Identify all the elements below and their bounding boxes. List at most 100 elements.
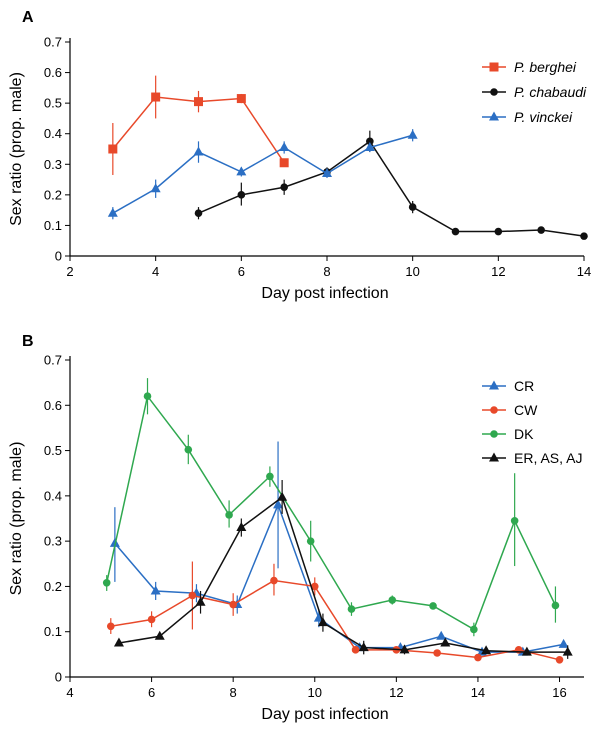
data-point [580, 232, 588, 240]
legend-label: P. berghei [514, 59, 577, 75]
y-tick-label: 0.1 [44, 218, 62, 233]
data-point [429, 602, 437, 610]
y-tick-label: 0.3 [44, 157, 62, 172]
y-tick-label: 0.6 [44, 398, 62, 413]
series-line [198, 140, 585, 237]
series-line [114, 502, 564, 653]
legend-marker [489, 111, 499, 121]
data-point [407, 129, 418, 139]
data-point [150, 183, 161, 193]
data-point [562, 646, 573, 656]
legend-item: P. chabaudi [482, 84, 587, 100]
x-tick-label: 10 [405, 264, 419, 279]
data-point [107, 207, 118, 217]
y-tick-label: 0 [55, 670, 62, 685]
legend-label: ER, AS, AJ [514, 450, 582, 466]
data-point [408, 203, 417, 211]
legend-label: P. chabaudi [514, 84, 587, 100]
y-tick-label: 0.4 [44, 488, 62, 503]
legend: P. berghei P. chabaudi P. vinckei [482, 59, 587, 125]
legend-item: CR [482, 378, 534, 394]
data-point [388, 596, 397, 604]
legend-label: P. vinckei [514, 109, 573, 125]
data-point [510, 516, 519, 525]
data-point [194, 209, 203, 217]
x-tick-label: 16 [552, 685, 566, 700]
data-point [440, 637, 451, 647]
data-point [229, 600, 237, 609]
data-point [237, 191, 246, 199]
panel-label: A [22, 9, 34, 26]
x-axis-title: Day post infection [261, 285, 388, 302]
data-point [280, 183, 288, 192]
x-tick-label: 10 [308, 685, 322, 700]
legend-label: CW [514, 402, 538, 418]
x-tick-label: 14 [471, 685, 485, 700]
data-point [270, 576, 278, 585]
data-point [184, 445, 193, 454]
y-axis-title: Sex ratio (prop. male) [8, 72, 25, 226]
x-axis-title: Day post infection [261, 706, 388, 723]
data-point [558, 638, 569, 648]
series-dk [102, 378, 560, 637]
data-point [108, 144, 118, 154]
data-point [310, 582, 319, 591]
legend-marker [489, 62, 499, 72]
data-point [481, 645, 492, 655]
data-point [236, 166, 247, 176]
legend-item: CW [482, 402, 538, 418]
y-tick-label: 0.2 [44, 187, 62, 202]
data-point [322, 167, 332, 177]
series-p-berghei [108, 75, 289, 175]
data-point [364, 141, 375, 151]
x-tick-label: 8 [230, 685, 237, 700]
series-p-chabaudi [194, 130, 588, 240]
panel-b: B 0 0.1 0.2 0.3 0.4 0.5 0.6 0.7 4 6 8 10 12 14 16 Day po… [8, 333, 584, 723]
data-point [279, 141, 290, 151]
data-point [399, 644, 410, 654]
legend-marker [490, 88, 498, 96]
x-tick-label: 4 [152, 264, 159, 279]
data-point [273, 499, 284, 509]
legend-item: P. vinckei [482, 109, 573, 125]
series-line [105, 394, 557, 631]
data-point [358, 642, 369, 652]
y-tick-label: 0 [55, 249, 62, 264]
x-tick-label: 12 [491, 264, 505, 279]
data-point [347, 605, 356, 613]
series-line [110, 579, 560, 661]
data-point [194, 97, 203, 107]
data-point [279, 158, 289, 168]
x-tick-label: 14 [577, 264, 591, 279]
data-point [195, 596, 206, 606]
x-tick-label: 6 [238, 264, 245, 279]
y-tick-label: 0.3 [44, 534, 62, 549]
legend-label: CR [514, 378, 534, 394]
panel-label: B [22, 333, 34, 350]
data-point [494, 227, 503, 236]
data-point [366, 137, 374, 146]
data-point [236, 94, 246, 104]
data-point [188, 591, 197, 600]
series-line [118, 495, 568, 653]
data-point [317, 617, 328, 627]
y-tick-label: 0.1 [44, 624, 62, 639]
series-line [112, 134, 413, 214]
y-tick-label: 0.7 [44, 353, 62, 368]
legend-item: ER, AS, AJ [482, 450, 582, 466]
x-tick-label: 2 [66, 264, 73, 279]
y-tick-label: 0.7 [44, 35, 62, 50]
legend-marker [489, 452, 499, 462]
series-er-as-aj [113, 480, 573, 659]
panel-a: A 0 0.1 0.2 0.3 0.4 0.5 0.6 0.7 2 4 6 8 10 12 14 Day pos… [8, 9, 591, 302]
data-point [102, 579, 111, 587]
y-tick-label: 0.5 [44, 443, 62, 458]
legend-marker [489, 380, 499, 390]
data-point [433, 649, 441, 657]
data-point [306, 537, 315, 545]
y-axis-title: Sex ratio (prop. male) [8, 442, 25, 596]
data-point [150, 585, 161, 595]
x-tick-label: 6 [148, 685, 155, 700]
y-tick-label: 0.5 [44, 96, 62, 111]
